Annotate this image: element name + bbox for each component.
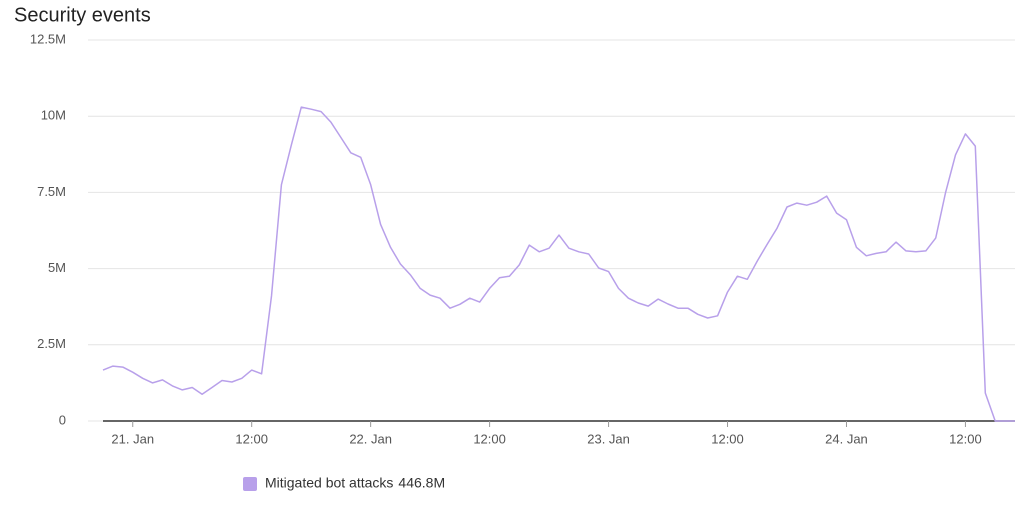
x-tick-label: 22. Jan xyxy=(349,431,392,446)
legend-swatch xyxy=(243,477,257,491)
series-line xyxy=(102,106,1015,422)
y-tick-label: 12.5M xyxy=(30,31,66,46)
x-tick-label: 12:00 xyxy=(235,431,268,446)
x-tick-label: 12:00 xyxy=(949,431,982,446)
y-tick-label: 2.5M xyxy=(37,336,66,351)
x-tick-label: 12:00 xyxy=(473,431,506,446)
legend-total: 446.8M xyxy=(398,475,445,491)
legend-label: Mitigated bot attacks xyxy=(265,475,393,491)
x-tick-label: 12:00 xyxy=(711,431,744,446)
x-tick-label: 23. Jan xyxy=(587,431,630,446)
y-tick-label: 5M xyxy=(48,260,66,275)
x-tick-label: 24. Jan xyxy=(825,431,868,446)
x-tick-label: 21. Jan xyxy=(111,431,154,446)
chart-title: Security events xyxy=(14,4,151,26)
y-tick-label: 0 xyxy=(59,412,66,427)
y-tick-label: 10M xyxy=(41,108,66,123)
y-tick-label: 7.5M xyxy=(37,184,66,199)
